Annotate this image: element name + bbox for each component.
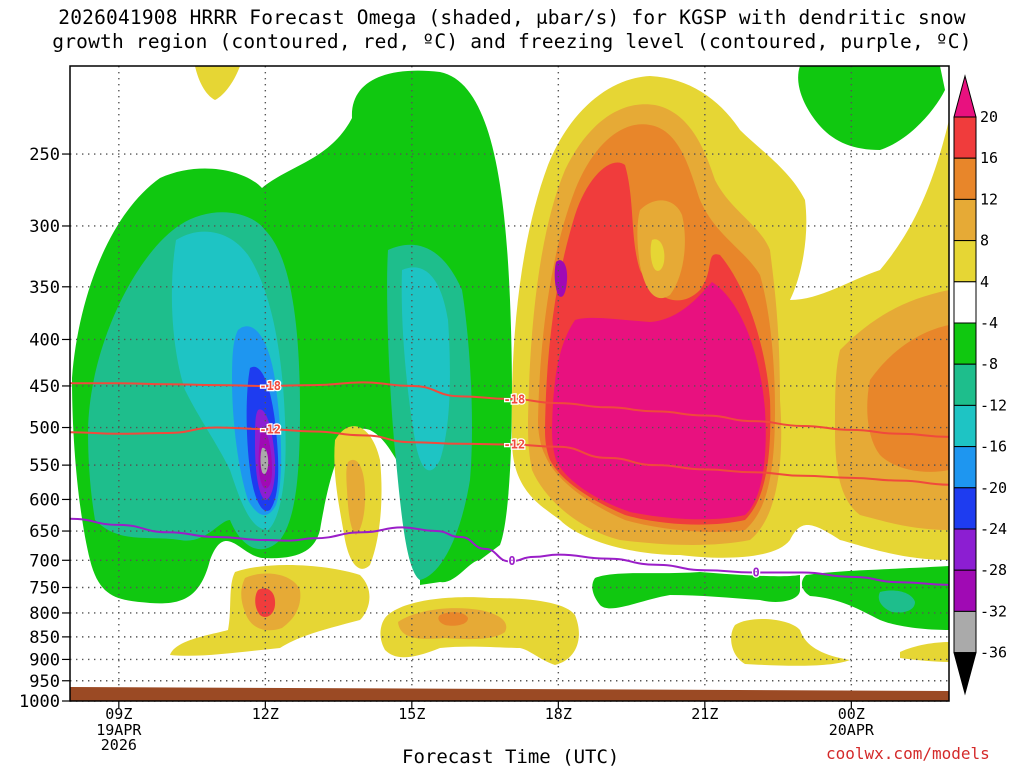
y-tick-label-550: 550: [29, 456, 60, 476]
colorbar-label-13: -36: [980, 644, 1007, 662]
omega-4-contour-inner: [650, 239, 665, 271]
y-tick-label-300: 300: [29, 217, 60, 237]
x-tick-label-18Z: 18Z: [545, 705, 572, 723]
colorbar-label-1: 16: [980, 149, 998, 167]
colorbar-label-9: -20: [980, 479, 1007, 497]
y-tick-label-750: 750: [29, 578, 60, 598]
colorbar-swatch-m36_m32: [953, 610, 977, 654]
y-axis: 2503003504004505005506006507007508008509…: [19, 145, 70, 712]
colorbar-swatch-8_12: [953, 198, 977, 242]
colorbar-swatch-m32_m28: [953, 569, 977, 612]
x-tick-sublabel-09Z-0: 19APR: [96, 721, 142, 739]
colorbar-label-10: -24: [980, 520, 1007, 538]
omega-16-contour-low-west: [255, 588, 276, 617]
contour-label-dgz_bottom-0: -12: [259, 422, 281, 436]
x-axis-title: Forecast Time (UTC): [402, 746, 620, 768]
omega-m8-contour-east: [878, 590, 915, 613]
colorbar-swatch-m12_m8: [953, 363, 977, 406]
omega-8-contour-column: [346, 459, 366, 535]
y-tick-label-250: 250: [29, 145, 60, 165]
colorbar-swatch-m4_4: [953, 281, 977, 324]
x-tick-label-09Z: 09Z: [105, 705, 132, 723]
colorbar-label-11: -28: [980, 561, 1007, 579]
y-tick-label-800: 800: [29, 604, 60, 624]
colorbar-label-4: 4: [980, 273, 989, 291]
x-tick-label-15Z: 15Z: [398, 705, 425, 723]
colorbar-label-8: -16: [980, 438, 1007, 456]
contour-dgz_top: [70, 381, 950, 438]
omega-m12-contour-center: [401, 267, 450, 471]
colorbar-label-2: 12: [980, 190, 998, 208]
contour-label-dgz_top-1: -18: [504, 392, 526, 406]
shaded-field: [72, 66, 949, 666]
colorbar-swatch-m16_m12: [953, 404, 977, 448]
omega-m4-contour-east-corner: [801, 566, 949, 630]
y-tick-label-450: 450: [29, 377, 60, 397]
contour-label-dgz_bottom-1: -12: [504, 438, 526, 452]
contour-dgz_bottom: [69, 426, 950, 486]
omega-20-contour-main: [552, 282, 766, 520]
ground-fill: [70, 686, 949, 701]
omega-m28-pocket: [554, 260, 568, 297]
omega-12-contour-low-center: [438, 612, 468, 626]
x-tick-sublabel-00Z-0: 20APR: [829, 721, 875, 739]
y-tick-label-1000: 1000: [19, 692, 60, 712]
contour-label-freezing_level-0: 0: [508, 554, 515, 568]
x-tick-label-21Z: 21Z: [691, 705, 718, 723]
x-tick-label-12Z: 12Z: [252, 705, 279, 723]
y-tick-label-500: 500: [29, 419, 60, 439]
chart-title-line-2: growth region (contoured, red, ºC) and f…: [52, 30, 972, 53]
y-tick-label-400: 400: [29, 330, 60, 350]
contour-label-freezing_level-1: 0: [752, 565, 759, 579]
contour-freezing_level: [69, 517, 950, 586]
omega-m32-contour: [260, 447, 269, 474]
colorbar-swatch-12_16: [953, 157, 977, 200]
plot-frame: [69, 65, 950, 702]
temperature-contours: -18 -18 -12 -12 0 0: [69, 378, 950, 586]
chart-title: 2026041908 HRRR Forecast Omega (shaded, …: [0, 6, 1024, 54]
colorbar-label-12: -32: [980, 602, 1007, 620]
grid: [70, 66, 949, 702]
ground-layer: [70, 686, 949, 701]
y-tick-label-850: 850: [29, 628, 60, 648]
colorbar-swatch-m24_m20: [953, 487, 977, 530]
y-tick-label-900: 900: [29, 650, 60, 670]
y-tick-label-650: 650: [29, 522, 60, 542]
colorbar-swatch-4_8: [953, 240, 977, 283]
contour-label-dgz_top-0: -18: [259, 379, 281, 393]
omega-4-contour-low-east: [731, 618, 850, 666]
colorbar-swatch-m20_m16: [953, 446, 977, 489]
y-tick-label-600: 600: [29, 490, 60, 510]
colorbar: 20 16 12 8 4 -4 -8 -12 -16 -20 -24 -28 -32 -36: [953, 74, 1007, 696]
colorbar-label-7: -12: [980, 396, 1007, 414]
colorbar-label-0: 20: [980, 108, 998, 126]
y-tick-label-350: 350: [29, 278, 60, 298]
omega-4-contour-low-corner: [900, 642, 949, 662]
omega-m4-contour-east-lower: [592, 572, 800, 609]
omega-4-contour-north: [195, 66, 240, 100]
credit-link[interactable]: coolwx.com/models: [826, 744, 990, 763]
y-tick-label-700: 700: [29, 551, 60, 571]
y-tick-label-950: 950: [29, 672, 60, 692]
colorbar-label-3: 8: [980, 232, 989, 250]
colorbar-swatch-16_20: [953, 116, 977, 159]
colorbar-top-arrow: [953, 74, 977, 118]
colorbar-label-5: -4: [980, 314, 998, 332]
colorbar-swatch-m28_m24: [953, 528, 977, 571]
omega-m4-contour-east-upper: [798, 66, 945, 150]
colorbar-bottom-arrow: [953, 652, 977, 696]
colorbar-swatch-m8_m4: [953, 322, 977, 365]
x-tick-label-00Z: 00Z: [838, 705, 865, 723]
x-tick-sublabel-09Z-1: 2026: [101, 736, 137, 754]
colorbar-label-6: -8: [980, 355, 998, 373]
chart-title-line-1: 2026041908 HRRR Forecast Omega (shaded, …: [58, 6, 966, 29]
